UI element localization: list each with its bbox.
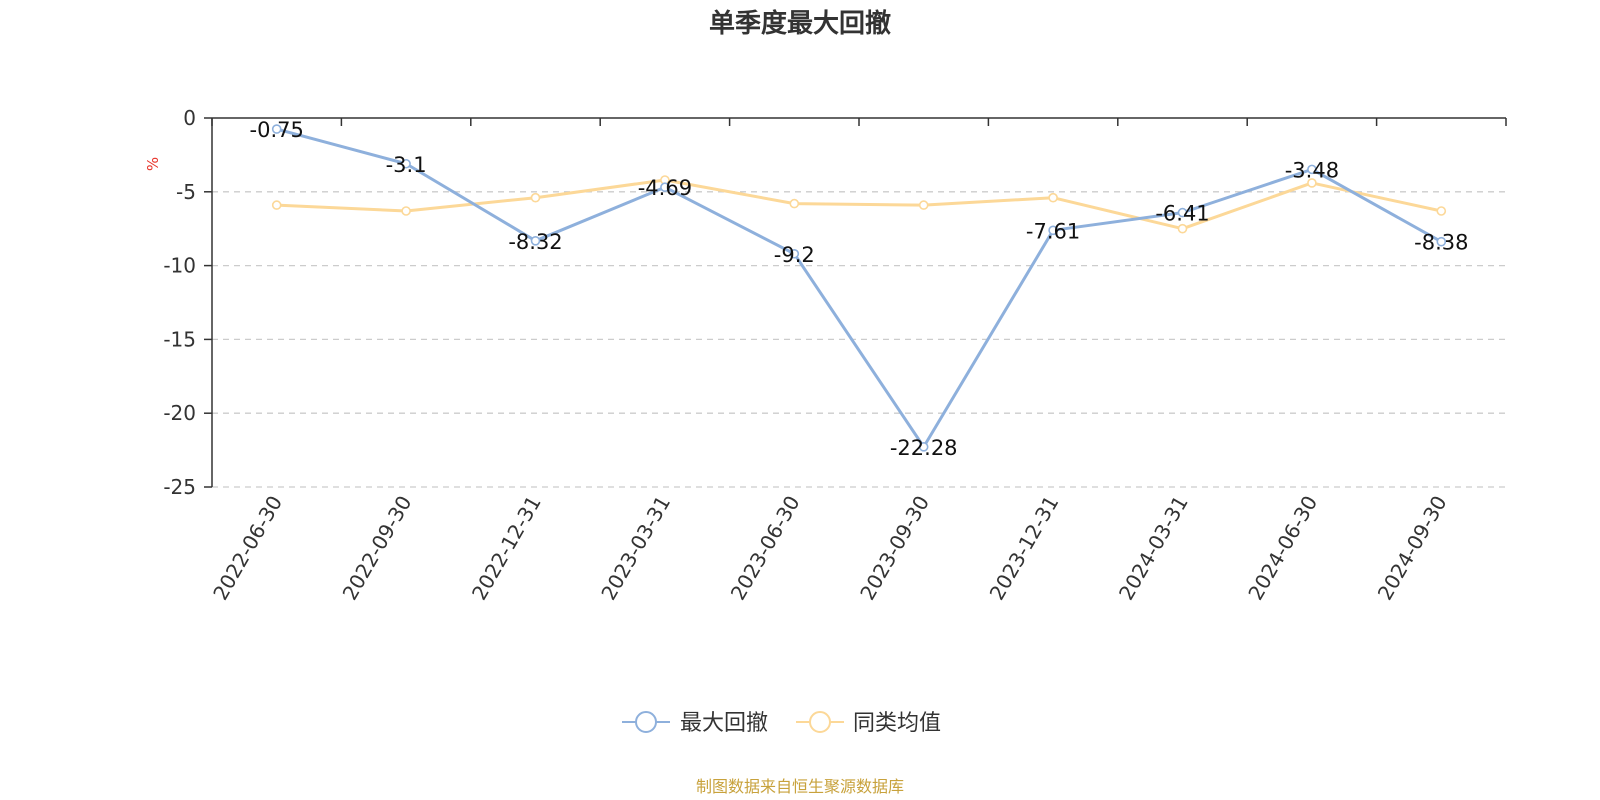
data-label: -3.1 (386, 153, 427, 177)
y-tick-label: -25 (163, 475, 196, 499)
data-point (271, 124, 282, 134)
legend-marker-icon (809, 711, 831, 733)
data-label: -7.61 (1026, 219, 1080, 243)
data-point (1307, 164, 1317, 175)
data-labels: -0.75 -3.1 -8.32 -4.69 -9.2 -22.28 -7.61 -6.41 -… (250, 118, 1469, 460)
x-tick-label: 2024-09-30 (1373, 492, 1452, 605)
data-point (1048, 225, 1058, 236)
x-tick-label: 2022-12-31 (467, 492, 546, 605)
y-tick-label: -15 (163, 327, 196, 351)
legend-label: 最大回撤 (680, 711, 768, 736)
data-label: -8.32 (508, 230, 562, 254)
data-point (1436, 236, 1447, 247)
y-axis-unit: % (144, 157, 162, 171)
data-label: -3.48 (1285, 158, 1339, 182)
data-label: -8.38 (1414, 231, 1468, 255)
data-label: -6.41 (1155, 202, 1209, 226)
y-tick-label: -20 (163, 401, 196, 425)
data-point (660, 182, 670, 193)
legend-label: 同类均值 (853, 711, 941, 736)
series-line-1 (276, 178, 1442, 231)
data-point (918, 200, 929, 210)
x-tick-label: 2023-03-31 (596, 492, 675, 605)
x-tick-label: 2023-12-31 (985, 492, 1064, 605)
legend-item-1[interactable]: 同类均值 (796, 711, 941, 736)
x-tick-label: 2022-09-30 (338, 492, 417, 605)
x-tick-label: 2022-06-30 (208, 492, 287, 605)
data-point (918, 442, 929, 452)
grid-lines (212, 191, 1506, 488)
series-line-0 (276, 127, 1443, 449)
data-point (271, 200, 282, 210)
data-point (1048, 192, 1058, 203)
x-tick-label: 2024-06-30 (1243, 492, 1322, 605)
data-source-note: 制图数据来自恒生聚源数据库 (696, 777, 904, 796)
data-point (789, 198, 800, 209)
data-point (1307, 178, 1317, 188)
data-point (1177, 223, 1188, 234)
y-tick-label: 0 (183, 106, 196, 130)
data-point (530, 192, 541, 203)
x-tick-label: 2023-06-30 (726, 492, 805, 605)
legend-marker-icon (635, 711, 657, 733)
legend[interactable]: 最大回撤 同类均值 (622, 711, 941, 736)
data-point (1177, 207, 1188, 218)
y-tick-label: -10 (163, 254, 196, 278)
data-point (1436, 206, 1447, 216)
data-label: -9.2 (774, 243, 815, 267)
y-tick-label: -5 (176, 180, 196, 204)
x-tick-label: 2023-09-30 (855, 492, 934, 605)
chart-title: 单季度最大回撤 (709, 8, 891, 39)
data-label: -4.69 (638, 176, 692, 200)
x-tick-label: 2024-03-31 (1114, 492, 1193, 605)
legend-item-0[interactable]: 最大回撤 (622, 711, 768, 736)
data-point (789, 248, 800, 259)
series-lines (271, 124, 1447, 452)
data-label: -0.75 (250, 118, 304, 142)
data-point (530, 236, 541, 246)
data-point (401, 158, 411, 169)
data-label: -22.28 (890, 436, 958, 460)
data-point (401, 206, 411, 216)
